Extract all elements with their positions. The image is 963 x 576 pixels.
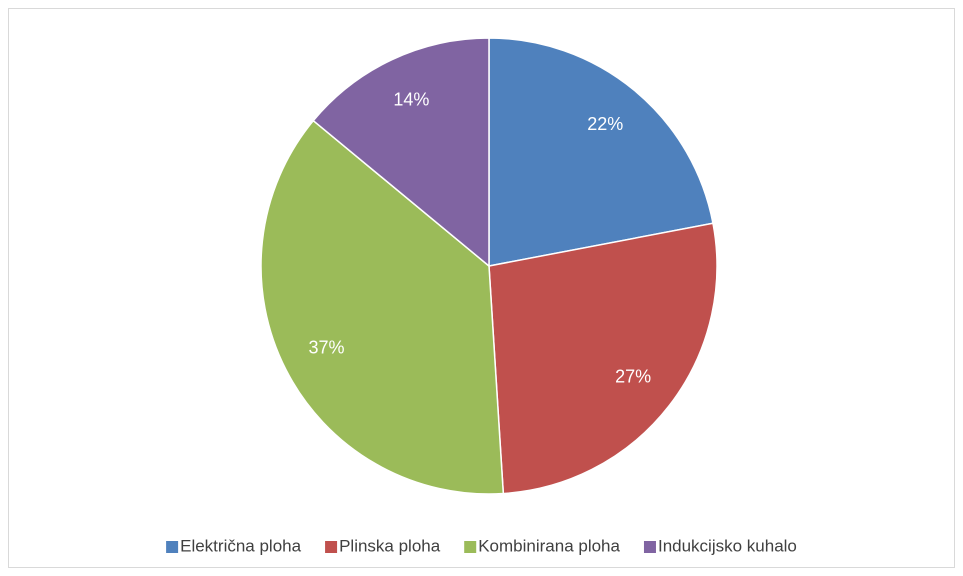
value-label: 22% bbox=[587, 114, 623, 134]
pie-slice bbox=[260, 119, 505, 495]
legend-label: Plinska ploha bbox=[339, 536, 441, 555]
legend: Električna ploha Plinska ploha Kombinirana… bbox=[166, 536, 797, 555]
legend-marker bbox=[643, 541, 656, 553]
value-label: 37% bbox=[308, 338, 344, 358]
pie-slice bbox=[488, 222, 718, 495]
legend-marker bbox=[325, 541, 338, 553]
legend-label: Kombinirana ploha bbox=[478, 536, 620, 555]
legend-label: Električna ploha bbox=[180, 536, 302, 555]
legend-label: Indukcijsko kuhalo bbox=[658, 536, 797, 555]
legend-marker bbox=[464, 541, 477, 553]
value-label: 14% bbox=[393, 90, 429, 110]
value-label: 27% bbox=[615, 367, 651, 387]
legend-marker bbox=[166, 541, 179, 553]
pie-slice bbox=[488, 37, 714, 267]
pie-slice bbox=[312, 37, 490, 268]
